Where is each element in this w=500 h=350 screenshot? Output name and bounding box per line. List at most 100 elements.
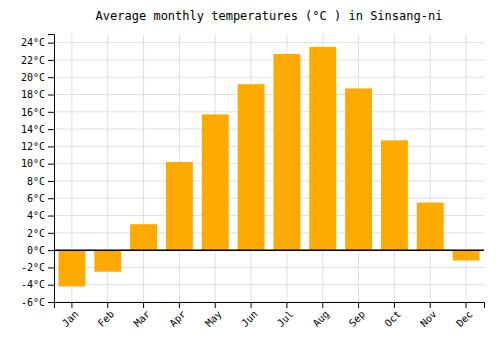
tick: 10°C xyxy=(21,158,54,169)
tick-label: 6°C xyxy=(27,193,45,204)
bar xyxy=(453,250,480,260)
grid-line xyxy=(430,34,431,302)
tick: -2°C xyxy=(21,262,54,273)
bar xyxy=(238,84,265,250)
tick: Jun xyxy=(239,302,260,329)
grid-line xyxy=(54,146,484,147)
tick-label: 8°C xyxy=(27,176,45,187)
tick-mark xyxy=(48,250,54,251)
grid-line xyxy=(54,180,484,181)
tick-mark xyxy=(215,302,216,308)
tick: Oct xyxy=(382,302,403,329)
tick-label: Jun xyxy=(239,308,260,329)
title: Average monthly temperatures (°C ) in Si… xyxy=(96,9,443,23)
tick-label: 22°C xyxy=(21,55,45,66)
tick-label: -2°C xyxy=(21,262,45,273)
bar xyxy=(166,162,193,250)
tick-label: Feb xyxy=(96,308,117,329)
grid-line xyxy=(54,42,484,43)
tick-mark xyxy=(179,302,180,308)
bar xyxy=(58,250,85,286)
tick: -6°C xyxy=(21,297,54,308)
grid-line xyxy=(143,34,144,302)
tick-mark xyxy=(48,77,54,78)
grid xyxy=(54,34,484,302)
bar xyxy=(94,250,121,272)
y-axis: -6°C -4°C -2°C 0°C 2°C 4°C 6°C 8°C 10°C 12°C 14°C 1… xyxy=(21,35,55,308)
tick: Jan xyxy=(60,302,81,329)
tick-mark xyxy=(466,302,467,308)
tick: Nov xyxy=(418,302,439,329)
bar xyxy=(417,203,444,251)
tick: 24°C xyxy=(21,37,54,48)
tick-label: 16°C xyxy=(21,107,45,118)
bar xyxy=(202,114,229,250)
tick: Aug xyxy=(311,302,332,329)
tick-mark xyxy=(48,129,54,130)
tick-mark xyxy=(143,302,144,308)
grid-line xyxy=(466,34,467,302)
tick-label: Sep xyxy=(347,308,368,329)
tick-label: Jan xyxy=(60,308,81,329)
tick: Mar xyxy=(132,302,153,329)
tick-label: 14°C xyxy=(21,124,45,135)
tick-label: 18°C xyxy=(21,89,45,100)
tick-mark xyxy=(430,302,431,308)
tick-label: Jul xyxy=(275,308,296,329)
tick-label: -4°C xyxy=(21,279,45,290)
axis-line xyxy=(48,35,55,303)
tick-label: Apr xyxy=(167,308,188,329)
tick-mark xyxy=(48,146,54,147)
tick: Apr xyxy=(167,302,188,329)
grid-line xyxy=(54,77,484,78)
tick-label: -6°C xyxy=(21,297,45,308)
tick: 20°C xyxy=(21,72,54,83)
tick-label: 2°C xyxy=(27,228,45,239)
tick-mark xyxy=(251,302,252,308)
tick-mark xyxy=(48,43,54,44)
zero-line xyxy=(54,249,484,251)
tick: 6°C xyxy=(27,193,54,204)
grid-line xyxy=(54,250,484,251)
bar xyxy=(273,54,300,250)
tick-label: May xyxy=(203,308,224,329)
grid-line xyxy=(54,284,484,285)
grid-line xyxy=(54,111,484,112)
tick-mark xyxy=(71,302,72,308)
bar xyxy=(381,140,408,250)
tick-label: 10°C xyxy=(21,158,45,169)
tick-label: 0°C xyxy=(27,245,45,256)
tick: 16°C xyxy=(21,107,54,118)
tick-label: 12°C xyxy=(21,141,45,152)
bar xyxy=(309,47,336,250)
tick: 2°C xyxy=(27,228,54,239)
grid-line xyxy=(54,129,484,130)
tick: Jul xyxy=(275,302,296,329)
bar xyxy=(130,224,157,250)
tick: 14°C xyxy=(21,124,54,135)
tick-label: 4°C xyxy=(27,210,45,221)
tick: 22°C xyxy=(21,55,54,66)
tick-label: Dec xyxy=(454,308,475,329)
tick-mark xyxy=(48,285,54,286)
tick-label: 24°C xyxy=(21,37,45,48)
tick-mark xyxy=(48,267,54,268)
tick-mark xyxy=(48,95,54,96)
tick: Feb xyxy=(96,302,117,329)
grid-line xyxy=(54,59,484,60)
tick-mark xyxy=(286,302,287,308)
tick-label: 20°C xyxy=(21,72,45,83)
tick-mark xyxy=(48,164,54,165)
tick-label: Oct xyxy=(382,308,403,329)
tick-mark xyxy=(48,60,54,61)
tick-label: Nov xyxy=(418,308,439,329)
tick-label: Mar xyxy=(132,308,153,329)
tick-mark xyxy=(48,233,54,234)
axis-line xyxy=(55,303,485,309)
tick-mark xyxy=(107,302,108,308)
tick: 4°C xyxy=(27,210,54,221)
bar xyxy=(345,88,372,250)
tick: 0°C xyxy=(27,245,54,256)
tick: 18°C xyxy=(21,89,54,100)
tick: May xyxy=(203,302,224,329)
